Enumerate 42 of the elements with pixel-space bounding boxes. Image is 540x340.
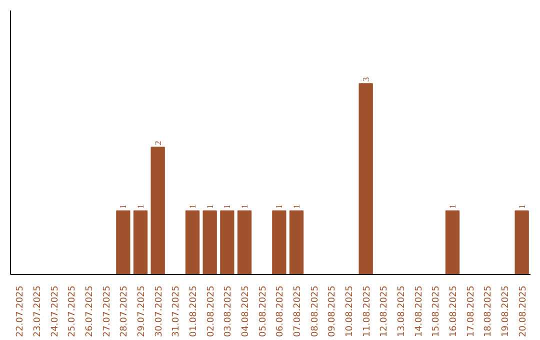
data-label: 1: [204, 204, 215, 209]
x-tick-label: 07.08.2025: [293, 286, 303, 338]
x-tick-label: 19.08.2025: [501, 286, 511, 338]
x-tick-label: 03.08.2025: [224, 286, 234, 338]
x-tick-label: 13.08.2025: [397, 286, 407, 338]
x-tick-label: 04.08.2025: [241, 286, 251, 338]
x-tick-label: 31.07.2025: [172, 286, 182, 338]
x-tick-label: 15.08.2025: [432, 286, 442, 338]
x-tick-label: 05.08.2025: [258, 286, 268, 338]
data-label: 1: [292, 204, 302, 209]
data-label: 1: [188, 204, 198, 209]
data-label: 3: [360, 76, 371, 82]
x-tick-label: 24.07.2025: [50, 286, 60, 338]
x-tick-label: 26.07.2025: [85, 286, 95, 338]
x-tick-label: 02.08.2025: [206, 286, 216, 338]
x-tick-label: 23.07.2025: [33, 286, 43, 338]
x-tick-label: 28.07.2025: [120, 286, 130, 338]
x-tick-label: 16.08.2025: [449, 286, 459, 338]
data-label: 1: [448, 204, 458, 209]
x-tick-label: 10.08.2025: [345, 286, 355, 338]
data-label: 1: [516, 204, 527, 209]
x-tick-label: 06.08.2025: [276, 286, 286, 338]
x-tick-label: 27.07.2025: [102, 286, 112, 338]
data-label: 1: [118, 204, 128, 209]
x-tick-label: 17.08.2025: [466, 286, 476, 338]
x-tick-label: 11.08.2025: [362, 286, 372, 338]
x-tick-label: 30.07.2025: [154, 286, 164, 338]
x-tick-label: 25.07.2025: [68, 286, 78, 338]
x-tick-label: 18.08.2025: [484, 286, 494, 338]
data-label: 1: [240, 204, 250, 209]
x-tick-label: 08.08.2025: [310, 286, 320, 338]
x-tick-label: 01.08.2025: [189, 286, 199, 338]
x-tick-label: 22.07.2025: [16, 286, 26, 338]
data-label: 1: [274, 204, 284, 209]
x-tick-label: 20.08.2025: [518, 286, 528, 338]
data-label: 1: [222, 204, 232, 209]
x-tick-label: 14.08.2025: [414, 286, 424, 338]
x-tick-label: 29.07.2025: [137, 286, 147, 338]
x-tick-label: 09.08.2025: [328, 286, 338, 338]
data-label: 2: [152, 140, 163, 146]
data-label: 1: [136, 204, 146, 209]
x-tick-label: 12.08.2025: [380, 286, 390, 338]
